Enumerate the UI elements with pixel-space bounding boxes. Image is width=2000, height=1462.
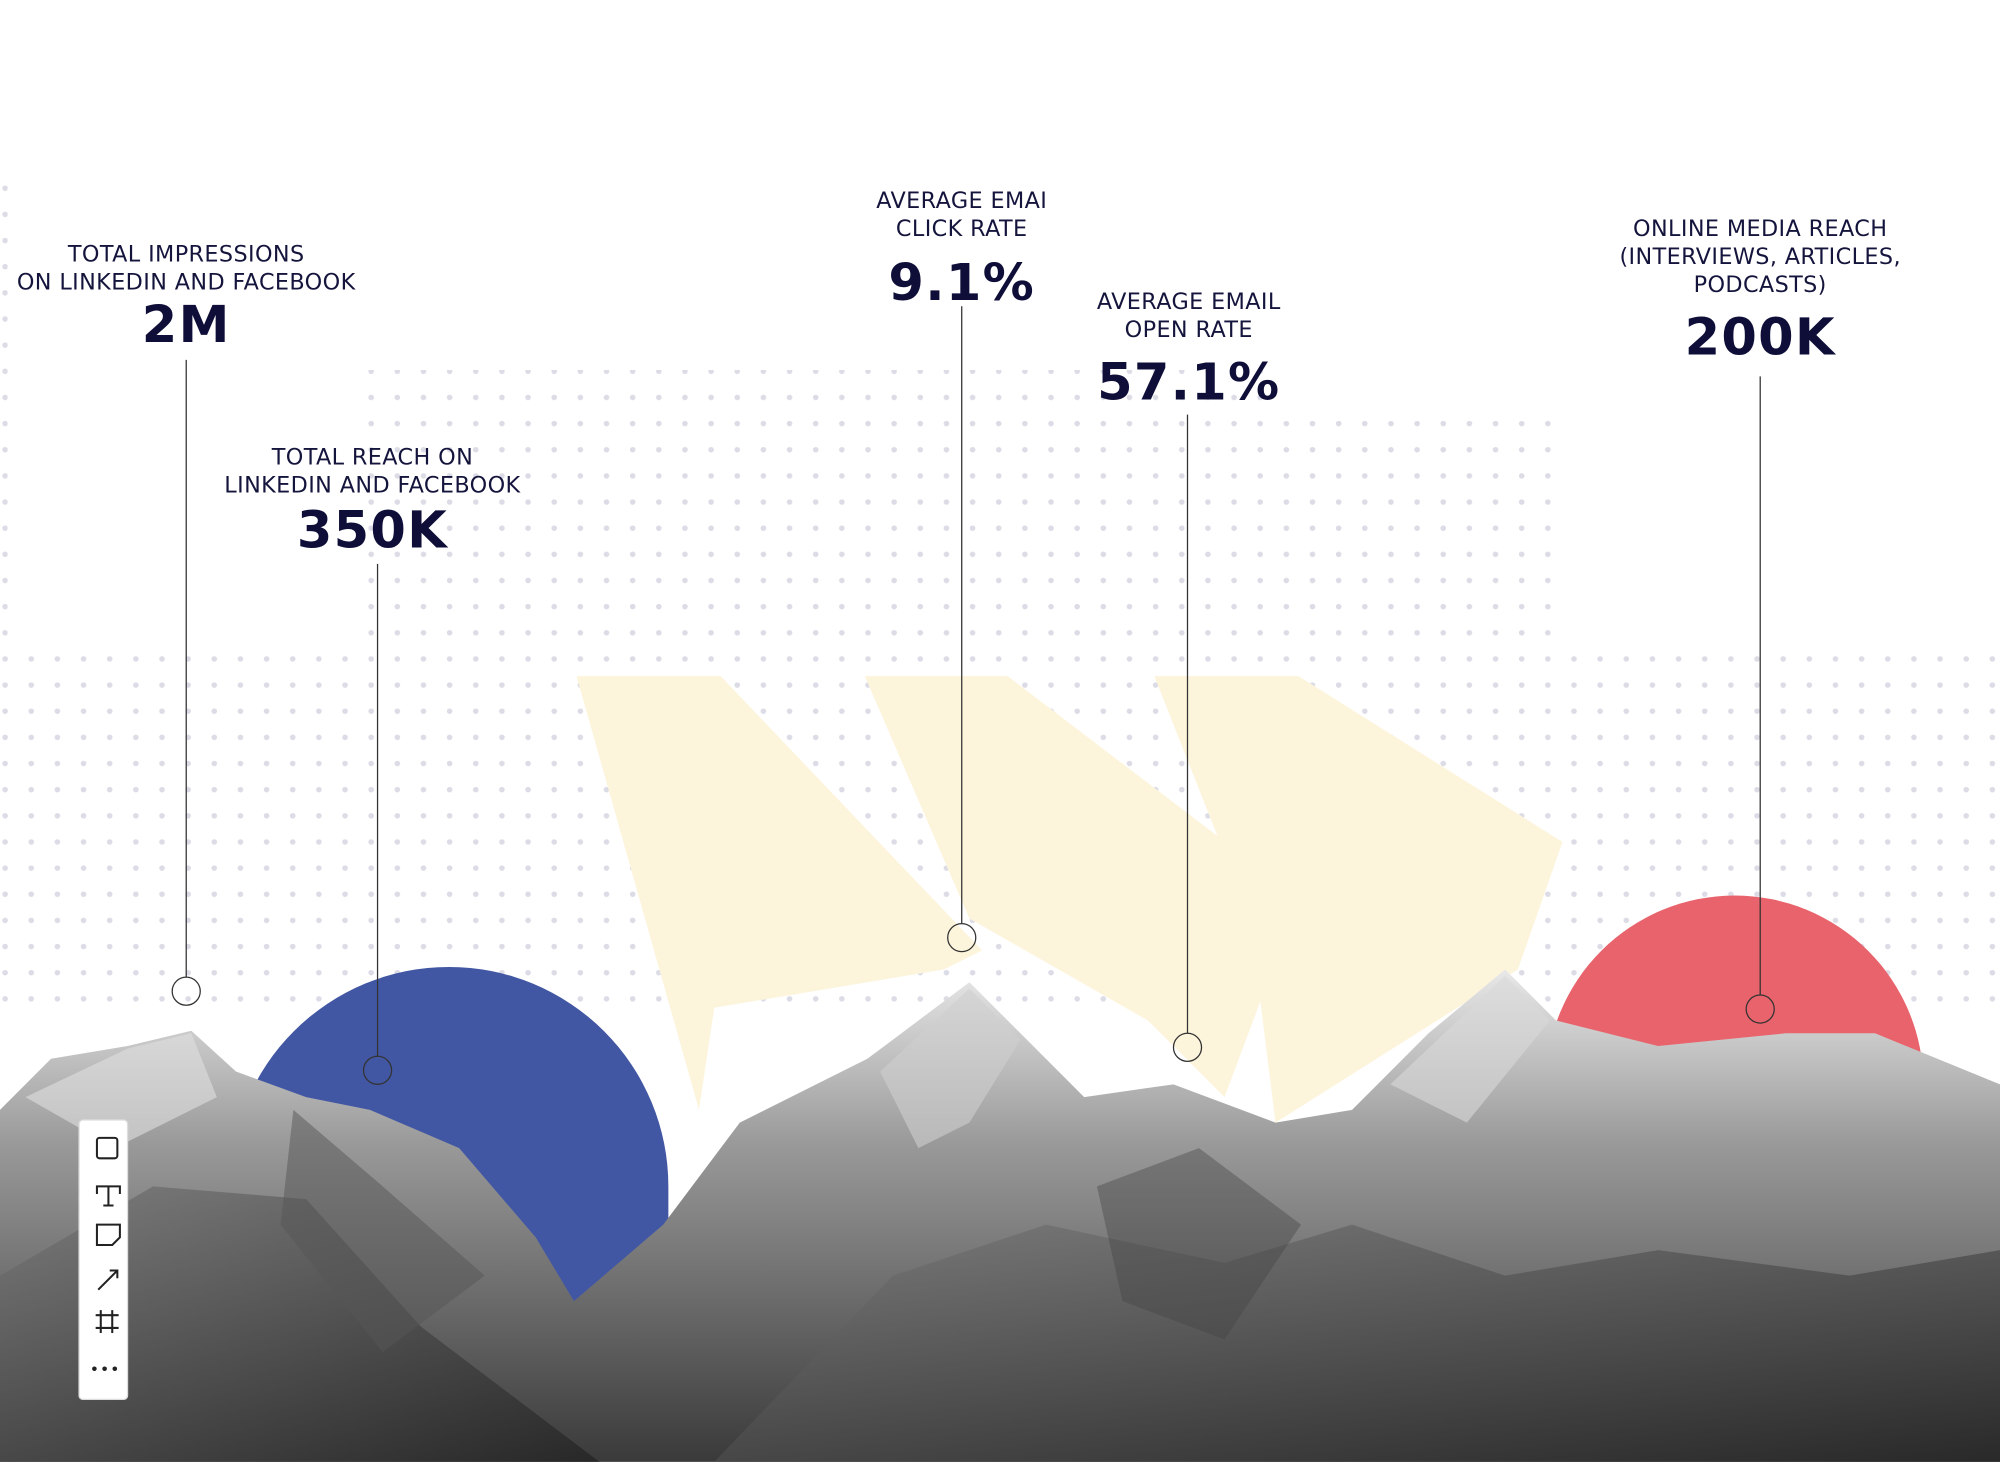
sticky-note-tool[interactable] (95, 1223, 121, 1247)
stat-label: PODCASTS) (1694, 272, 1827, 298)
stat-label: ON LINKEDIN AND FACEBOOK (17, 270, 357, 296)
stat-label: AVERAGE EMAIL (1097, 289, 1281, 315)
stat-label: TOTAL REACH ON (271, 444, 473, 470)
template-tool[interactable] (95, 1136, 119, 1160)
mountains (0, 969, 2000, 1462)
stat-label: OPEN RATE (1125, 317, 1253, 343)
stat-label: AVERAGE EMAI (876, 188, 1047, 214)
stat-label: LINKEDIN AND FACEBOOK (224, 472, 521, 498)
stat-label: CLICK RATE (896, 216, 1028, 242)
frame-tool[interactable] (95, 1310, 119, 1334)
logo-shape (576, 676, 1563, 1123)
stat-label: ONLINE MEDIA REACH (1633, 216, 1887, 242)
stat-label: (INTERVIEWS, ARTICLES, (1619, 244, 1900, 270)
toolbar-panel (78, 1119, 129, 1401)
more-tools[interactable] (92, 1366, 118, 1372)
leader-dot (947, 922, 977, 953)
leader-dot (1745, 994, 1775, 1024)
arrow-tool[interactable] (97, 1269, 119, 1291)
toolbar (78, 1119, 129, 1401)
stat-label: TOTAL IMPRESSIONS (67, 242, 305, 268)
leader-dot (362, 1055, 393, 1085)
leader-dot (171, 976, 201, 1006)
stat-value: 9.1% (888, 254, 1035, 313)
stat-value: 2M (142, 296, 231, 355)
stat-value: 200K (1685, 309, 1837, 368)
text-tool[interactable] (95, 1185, 121, 1207)
stat-value: 57.1% (1097, 353, 1280, 412)
leader-dot (1172, 1032, 1203, 1062)
stat-value: 350K (297, 501, 449, 560)
